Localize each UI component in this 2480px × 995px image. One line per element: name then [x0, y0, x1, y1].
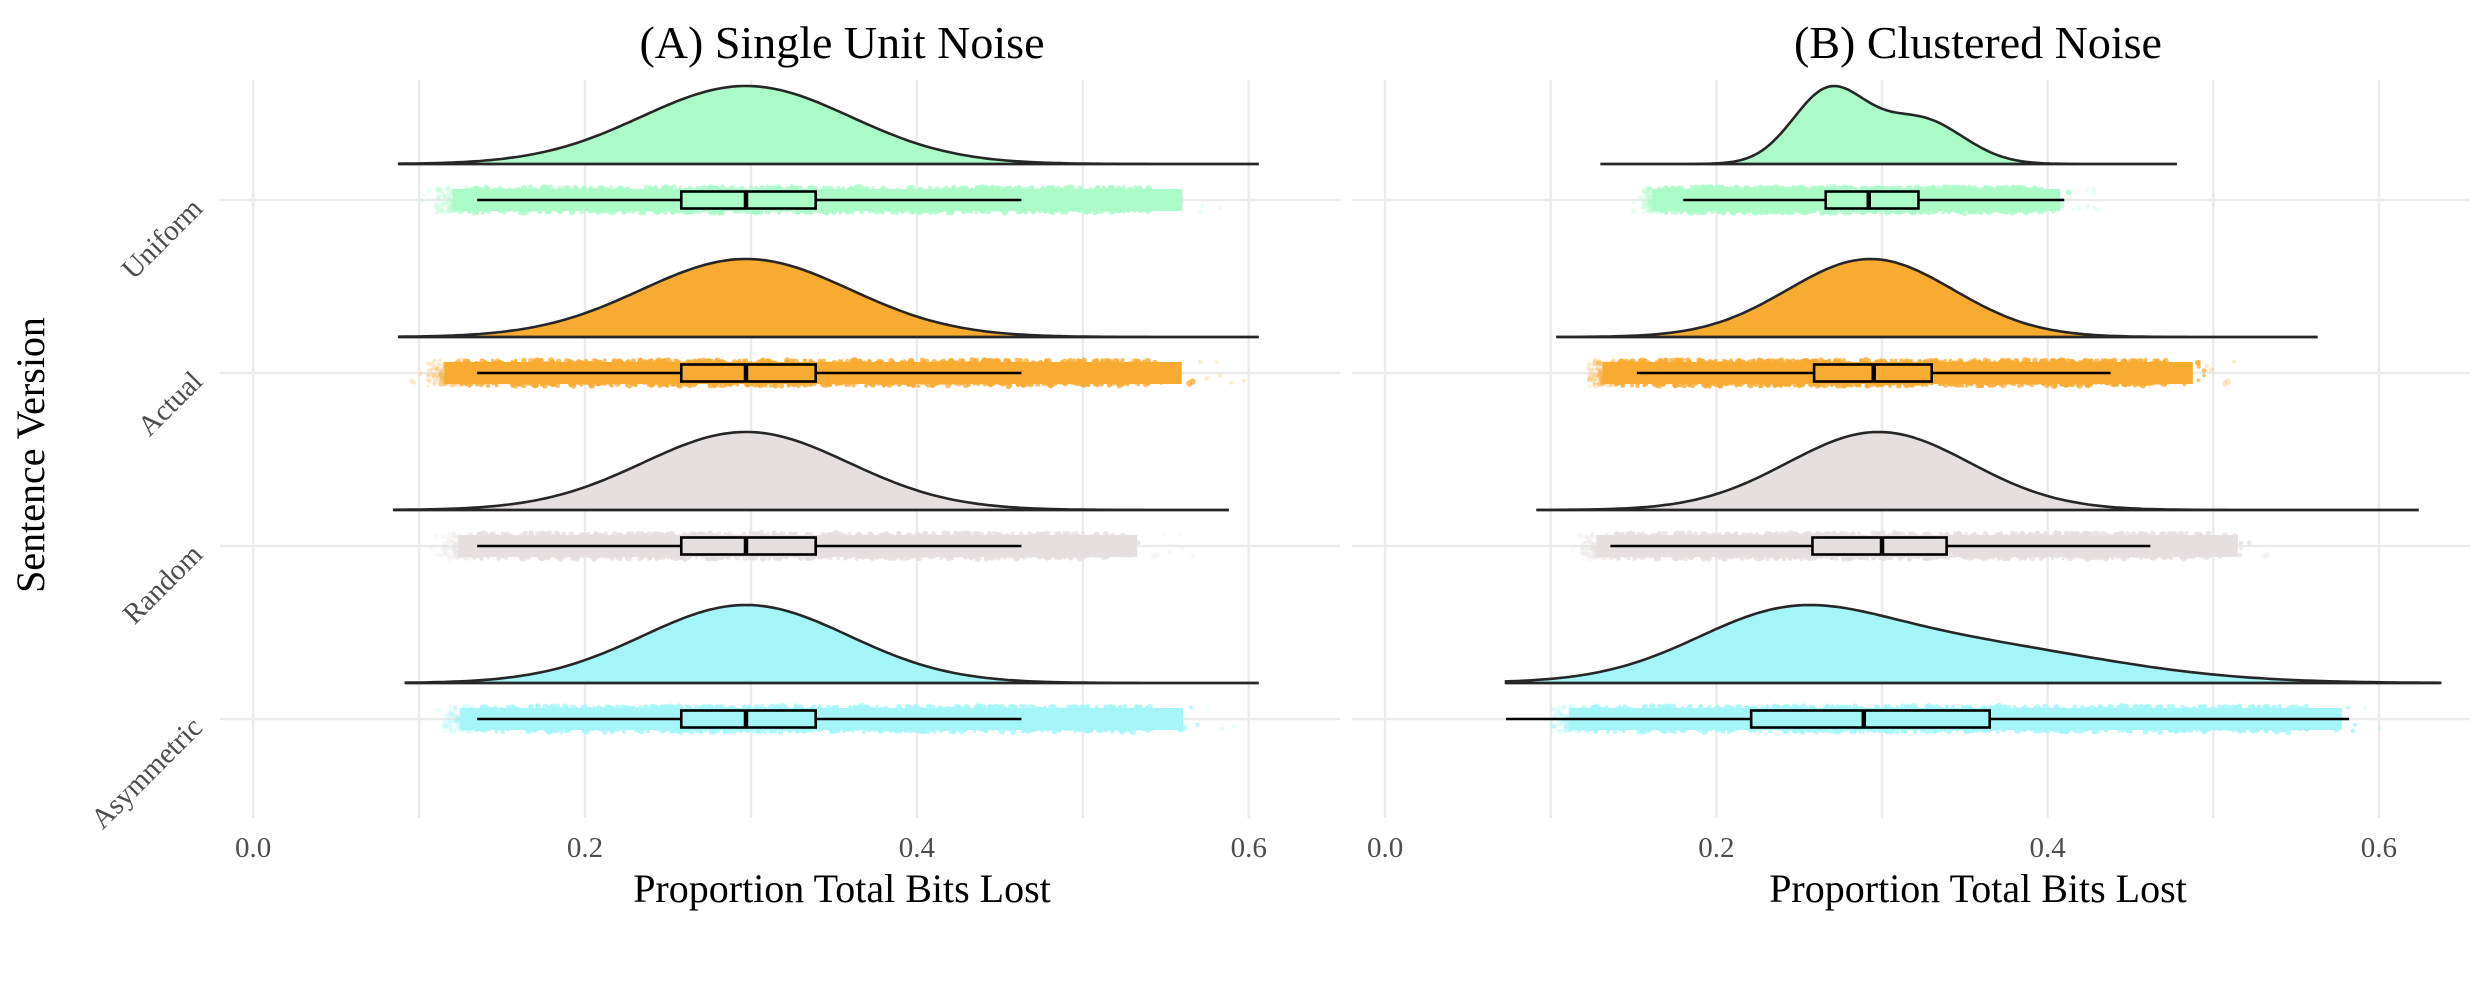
rain-point-actual — [1014, 357, 1020, 363]
rain-point-uniform — [795, 186, 799, 190]
rain-point-uniform — [565, 185, 569, 189]
rain-point-uniform — [439, 188, 445, 194]
rain-point-uniform — [434, 211, 438, 215]
rain-point-actual — [916, 384, 921, 388]
rain-point-uniform — [475, 210, 480, 215]
rain-point-uniform — [447, 195, 451, 200]
rain-point-actual — [550, 383, 555, 388]
rain-point-uniform — [548, 184, 554, 190]
rain-point-uniform — [439, 200, 446, 207]
rain-point-uniform — [422, 193, 426, 197]
rain-point-uniform — [446, 188, 453, 196]
rain-point-uniform — [464, 185, 469, 190]
rain-point-uniform — [759, 184, 765, 190]
rain-point-actual — [1215, 360, 1219, 364]
rain-point-actual — [673, 358, 677, 362]
rain-point-actual — [974, 357, 980, 363]
rain-point-actual — [417, 371, 423, 377]
rain-point-uniform — [1007, 185, 1011, 190]
rain-point-actual — [625, 383, 629, 387]
rain-point-uniform — [1217, 206, 1222, 211]
rain-point-uniform — [426, 186, 433, 194]
rain-point-random — [433, 534, 440, 540]
rain-point-uniform — [1198, 209, 1203, 215]
rain-point-uniform — [444, 185, 451, 191]
rain-point-uniform — [974, 210, 978, 215]
rain-point-uniform — [557, 210, 562, 215]
rain-point-uniform — [981, 211, 986, 215]
rain-point-actual — [665, 383, 670, 388]
rain-point-actual — [425, 377, 431, 383]
rain-point-uniform — [437, 204, 443, 210]
rain-point-actual — [426, 384, 430, 388]
rain-point-actual — [568, 383, 572, 388]
rain-point-uniform — [502, 210, 506, 215]
rain-point-actual — [602, 358, 607, 363]
rain-point-actual — [1217, 374, 1222, 378]
rain-point-actual — [1241, 378, 1246, 383]
rain-point-actual — [1198, 359, 1203, 364]
rain-point-uniform — [1100, 210, 1104, 215]
rain-point-uniform — [720, 210, 725, 215]
rain-point-uniform — [1102, 186, 1106, 190]
rain-point-actual — [1101, 359, 1105, 363]
rain-point-uniform — [435, 194, 441, 200]
rain-point-uniform — [448, 192, 453, 197]
rain-point-actual — [485, 383, 491, 389]
rain-point-actual — [768, 383, 773, 388]
rain-point-uniform — [434, 209, 442, 216]
rain-point-actual — [1204, 376, 1209, 382]
rain-point-uniform — [581, 185, 587, 190]
rain-point-uniform — [932, 210, 937, 215]
rain-point-uniform — [670, 185, 674, 190]
rain-point-actual — [435, 367, 439, 372]
rain-point-actual — [426, 372, 431, 377]
rain-point-actual — [514, 358, 518, 362]
rain-point-actual — [409, 379, 414, 384]
rain-point-uniform — [441, 209, 447, 216]
rain-point-uniform — [654, 211, 659, 215]
panel-single-unit-noise: 0.0 0.2 0.4 0.6 (A) Single Unit Noise Propo… — [220, 17, 1340, 911]
rain-point-random — [854, 556, 859, 561]
rain-point-uniform — [871, 185, 875, 190]
rain-point-actual — [854, 358, 858, 362]
rain-point-actual — [432, 374, 438, 381]
rain-point-uniform — [678, 185, 683, 189]
rain-point-uniform — [436, 187, 442, 193]
rain-point-uniform — [434, 188, 439, 193]
rain-point-actual — [432, 382, 437, 387]
rain-point-actual — [656, 357, 662, 363]
rain-point-actual — [760, 357, 765, 363]
rain-point-actual — [467, 383, 472, 388]
rain-point-actual — [649, 384, 653, 388]
rain-point-uniform — [1199, 203, 1205, 209]
rain-point-actual — [929, 383, 934, 388]
rain-point-actual — [438, 358, 442, 363]
rain-point-actual — [1229, 380, 1234, 385]
rain-point-actual — [425, 361, 431, 366]
rain-point-actual — [1189, 378, 1196, 385]
rain-point-actual — [867, 358, 871, 363]
rain-point-actual — [437, 382, 443, 387]
rain-point-actual — [432, 358, 437, 363]
rain-point-random — [429, 546, 434, 550]
rain-point-actual — [1005, 358, 1009, 363]
rain-point-uniform — [527, 184, 534, 190]
rain-point-random — [1154, 551, 1161, 558]
rain-point-actual — [960, 358, 965, 363]
rain-point-uniform — [436, 208, 442, 213]
rain-point-uniform — [751, 211, 755, 215]
rain-point-uniform — [443, 194, 447, 198]
rain-point-uniform — [435, 185, 442, 192]
rain-point-uniform — [420, 199, 424, 204]
rain-point-uniform — [440, 207, 445, 212]
rain-point-actual — [427, 367, 433, 373]
rain-point-uniform — [436, 193, 441, 198]
rain-point-actual — [881, 383, 887, 388]
